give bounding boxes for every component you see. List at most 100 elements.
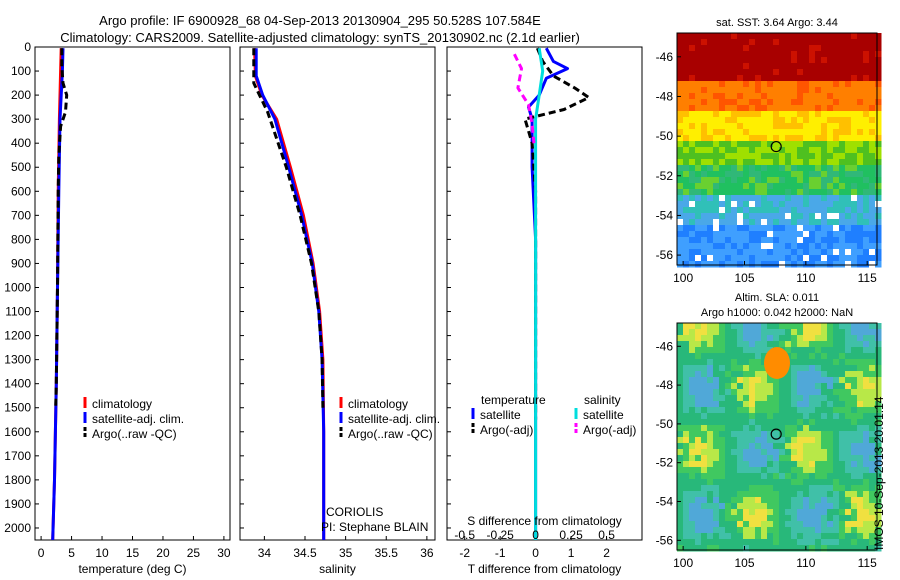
map-cell (719, 135, 726, 142)
map-cell (755, 497, 762, 504)
map-cell (791, 509, 798, 516)
map-cell (743, 75, 750, 82)
map-cell (857, 225, 864, 232)
map-cell (749, 75, 756, 82)
series-line-sal-argo-adj- (513, 53, 536, 144)
map-cell (719, 147, 726, 154)
map-cell (755, 371, 762, 378)
map-cell (869, 371, 876, 378)
map-cell (875, 509, 882, 516)
map-cell (797, 225, 804, 232)
map-cell (779, 407, 786, 414)
map-cell (683, 81, 690, 88)
map-cell (707, 461, 714, 468)
map-cell (683, 347, 690, 354)
map-cell (833, 45, 840, 52)
map-cell (707, 105, 714, 112)
map-cell (719, 195, 726, 202)
map-cell (719, 467, 726, 474)
map-cell (809, 461, 816, 468)
map-cell (767, 141, 774, 148)
map-cell (761, 225, 768, 232)
map-cell (695, 117, 702, 124)
map-cell (821, 153, 828, 160)
map-cell (845, 515, 852, 522)
map-cell (713, 467, 720, 474)
map-cell (857, 123, 864, 130)
map-cell (827, 371, 834, 378)
map-cell (791, 75, 798, 82)
map-cell (713, 323, 720, 330)
map-cell (743, 509, 750, 516)
map-cell (767, 147, 774, 154)
map-cell (713, 401, 720, 408)
map-cell (755, 347, 762, 354)
map-cell (785, 407, 792, 414)
map-cell (719, 437, 726, 444)
map-cell (713, 503, 720, 510)
map-cell (833, 201, 840, 208)
map-cell (821, 359, 828, 366)
map-cell (797, 407, 804, 414)
map-cell (821, 39, 828, 46)
map-cell (707, 425, 714, 432)
map-cell (725, 365, 732, 372)
map-cell (731, 323, 738, 330)
map-cell (821, 183, 828, 190)
map-cell (689, 371, 696, 378)
map-cell (731, 45, 738, 52)
map-cell (821, 389, 828, 396)
map-cell (743, 335, 750, 342)
map-cell (845, 93, 852, 100)
map-cell (767, 39, 774, 46)
map-cell (773, 45, 780, 52)
map-cell (707, 159, 714, 166)
map-cell (731, 509, 738, 516)
map-cell (821, 425, 828, 432)
map-cell (779, 135, 786, 142)
map-cell (767, 111, 774, 118)
map-cell (773, 75, 780, 82)
map-cell (827, 449, 834, 456)
map-cell (731, 491, 738, 498)
map-frame (676, 32, 878, 266)
map-cell (815, 63, 822, 70)
map-cell (857, 479, 864, 486)
map-cell (833, 213, 840, 220)
map-cell (827, 341, 834, 348)
map-cell (785, 99, 792, 106)
map-cell (839, 87, 846, 94)
map-cell (701, 111, 708, 118)
map-cell (755, 105, 762, 112)
map-cell (767, 527, 774, 534)
map-cell (791, 63, 798, 70)
map-cell (725, 183, 732, 190)
map-cell (713, 371, 720, 378)
map-cell (767, 237, 774, 244)
map-cell (725, 243, 732, 250)
map-cell (713, 515, 720, 522)
map-cell (821, 371, 828, 378)
map-cell (695, 141, 702, 148)
map-cell (821, 521, 828, 528)
map-cell (779, 255, 786, 262)
map-cell (713, 165, 720, 172)
map-cell (767, 93, 774, 100)
map-cell (707, 431, 714, 438)
map-cell (701, 153, 708, 160)
map-cell (713, 539, 720, 546)
map-cell (743, 87, 750, 94)
map-cell (839, 237, 846, 244)
map-cell (839, 57, 846, 64)
map-cell (851, 533, 858, 540)
map-cell (851, 225, 858, 232)
map-cell (719, 243, 726, 250)
map-cell (701, 335, 708, 342)
map-cell (815, 147, 822, 154)
map-cell (677, 183, 684, 190)
map-cell (809, 503, 816, 510)
map-cell (845, 51, 852, 58)
map-cell (719, 225, 726, 232)
map-cell (707, 413, 714, 420)
map-cell (707, 147, 714, 154)
